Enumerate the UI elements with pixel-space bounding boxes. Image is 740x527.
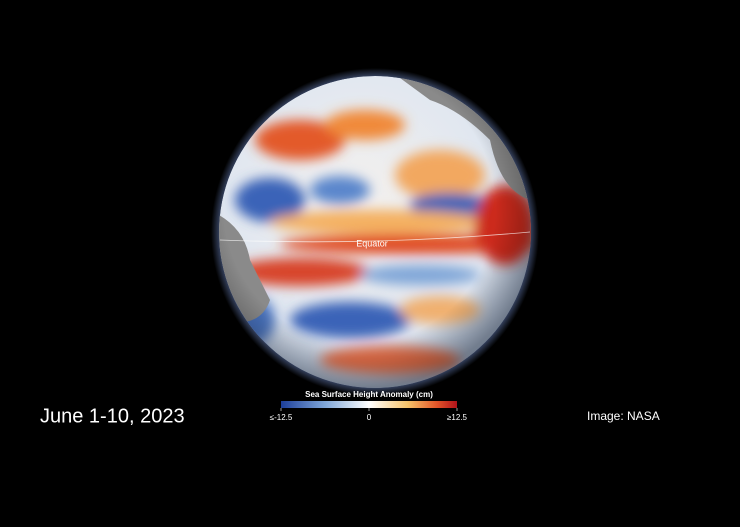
color-scale <box>281 401 457 408</box>
globe <box>219 76 531 388</box>
equator-label: Equator <box>356 238 388 248</box>
date-caption: June 1-10, 2023 <box>40 405 185 427</box>
tick-label: 0 <box>367 413 372 422</box>
equator-line <box>219 231 531 243</box>
credit: Image: NASA <box>587 409 660 423</box>
legend-ticks: ≤-12.5 0 ≥12.5 <box>270 408 468 422</box>
tick-label: ≥12.5 <box>447 413 468 422</box>
tick-label: ≤-12.5 <box>270 413 293 422</box>
legend-title: Sea Surface Height Anomaly (cm) <box>305 390 433 399</box>
